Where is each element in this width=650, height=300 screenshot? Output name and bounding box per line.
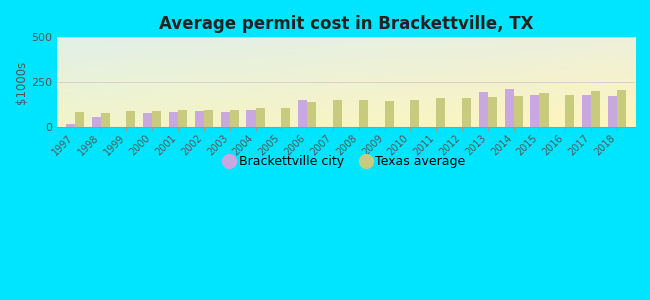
Bar: [530, 95, 540, 127]
Bar: [127, 111, 135, 127]
Bar: [462, 98, 471, 127]
Bar: [204, 110, 213, 127]
Bar: [246, 110, 255, 127]
Bar: [540, 93, 549, 127]
Bar: [582, 95, 591, 127]
Bar: [101, 113, 110, 127]
Bar: [307, 102, 316, 127]
Bar: [221, 112, 229, 127]
Bar: [75, 112, 84, 127]
Legend: Brackettville city, Texas average: Brackettville city, Texas average: [221, 150, 471, 173]
Bar: [152, 111, 161, 127]
Bar: [617, 90, 626, 127]
Y-axis label: $1000s: $1000s: [15, 61, 28, 104]
Bar: [178, 110, 187, 127]
Bar: [66, 124, 75, 127]
Bar: [143, 113, 152, 127]
Bar: [333, 100, 342, 127]
Bar: [229, 110, 239, 127]
Title: Average permit cost in Brackettville, TX: Average permit cost in Brackettville, TX: [159, 15, 533, 33]
Bar: [281, 108, 291, 127]
Bar: [504, 89, 514, 127]
Bar: [255, 108, 265, 127]
Bar: [195, 111, 204, 127]
Bar: [488, 97, 497, 127]
Bar: [385, 100, 394, 127]
Bar: [479, 92, 488, 127]
Bar: [410, 100, 419, 127]
Bar: [608, 96, 617, 127]
Bar: [169, 112, 178, 127]
Bar: [591, 91, 600, 127]
Bar: [566, 94, 575, 127]
Bar: [298, 100, 307, 127]
Bar: [514, 96, 523, 127]
Bar: [359, 100, 368, 127]
Bar: [436, 98, 445, 127]
Bar: [92, 117, 101, 127]
